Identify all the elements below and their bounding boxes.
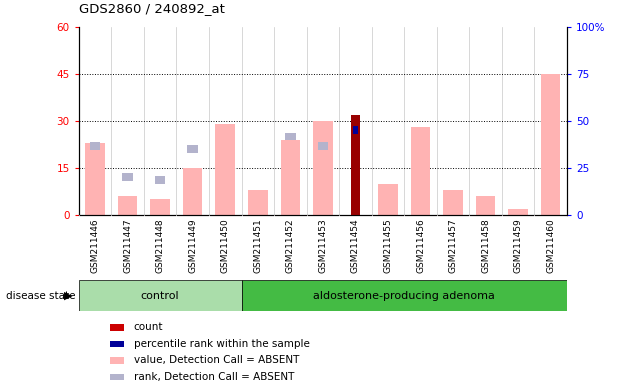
Text: GSM211451: GSM211451 (253, 218, 262, 273)
Text: GSM211450: GSM211450 (220, 218, 230, 273)
Bar (248, 190, 268, 215)
Text: value, Detection Call = ABSENT: value, Detection Call = ABSENT (134, 356, 299, 366)
Bar (118, 196, 137, 215)
Text: GSM211452: GSM211452 (286, 218, 295, 273)
Bar (541, 74, 561, 215)
Bar (411, 127, 430, 215)
Text: GSM211447: GSM211447 (123, 218, 132, 273)
Bar (318, 142, 328, 150)
Text: ▶: ▶ (64, 291, 72, 301)
Text: percentile rank within the sample: percentile rank within the sample (134, 339, 309, 349)
Text: GSM211459: GSM211459 (513, 218, 523, 273)
Text: GSM211457: GSM211457 (449, 218, 457, 273)
Bar (122, 173, 133, 181)
Bar (508, 209, 528, 215)
Bar (89, 142, 100, 150)
Bar (476, 196, 495, 215)
Bar (280, 140, 300, 215)
Text: disease state: disease state (6, 291, 76, 301)
Text: GSM211449: GSM211449 (188, 218, 197, 273)
Bar (85, 143, 105, 215)
Text: aldosterone-producing adenoma: aldosterone-producing adenoma (313, 291, 495, 301)
Text: GSM211454: GSM211454 (351, 218, 360, 273)
Bar (187, 145, 198, 153)
Text: count: count (134, 323, 163, 333)
Bar (351, 115, 360, 215)
FancyBboxPatch shape (241, 280, 567, 311)
Bar (155, 177, 166, 184)
FancyBboxPatch shape (79, 280, 241, 311)
Bar (215, 124, 235, 215)
Text: GDS2860 / 240892_at: GDS2860 / 240892_at (79, 2, 225, 15)
Text: GSM211458: GSM211458 (481, 218, 490, 273)
Bar (353, 126, 358, 134)
Text: GSM211453: GSM211453 (318, 218, 328, 273)
Text: GSM211448: GSM211448 (156, 218, 164, 273)
Bar (183, 168, 202, 215)
Text: control: control (141, 291, 180, 301)
Text: GSM211456: GSM211456 (416, 218, 425, 273)
Bar (151, 199, 170, 215)
Bar (313, 121, 333, 215)
Bar (444, 190, 463, 215)
Text: GSM211446: GSM211446 (91, 218, 100, 273)
Bar (285, 132, 295, 141)
Text: rank, Detection Call = ABSENT: rank, Detection Call = ABSENT (134, 372, 294, 382)
Text: GSM211455: GSM211455 (384, 218, 392, 273)
Bar (378, 184, 398, 215)
Text: GSM211460: GSM211460 (546, 218, 555, 273)
